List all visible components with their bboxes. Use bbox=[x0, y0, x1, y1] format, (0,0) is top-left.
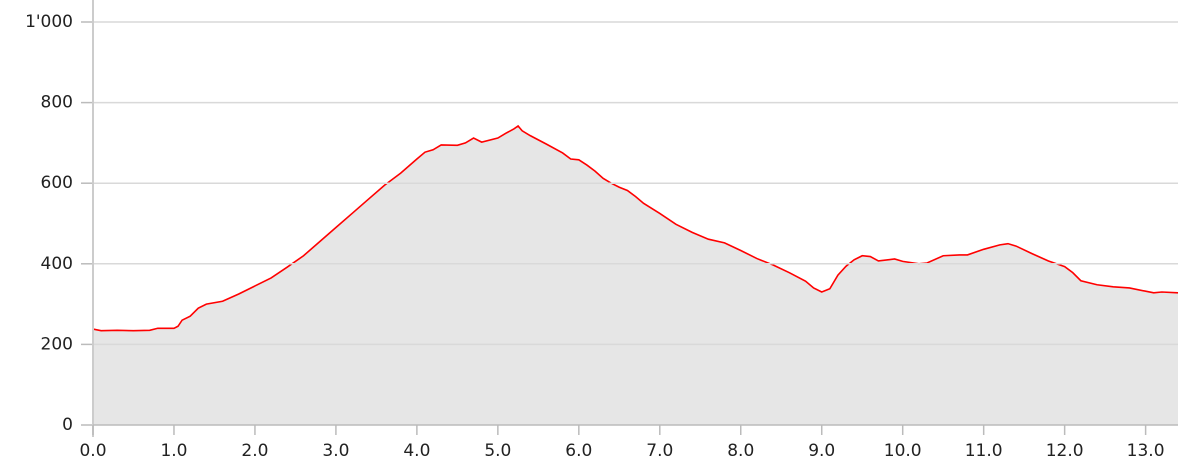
x-tick-label: 1.0 bbox=[160, 441, 187, 461]
x-tick-label: 4.0 bbox=[403, 441, 430, 461]
x-tick-label: 3.0 bbox=[322, 441, 349, 461]
x-tick-label: 13.0 bbox=[1127, 441, 1165, 461]
y-tick-label: 0 bbox=[62, 415, 73, 435]
x-tick-label: 8.0 bbox=[727, 441, 754, 461]
area-fill bbox=[93, 125, 1178, 425]
x-tick-label: 7.0 bbox=[646, 441, 673, 461]
x-tick-label: 2.0 bbox=[241, 441, 268, 461]
elevation-line bbox=[92, 124, 1179, 332]
x-tick-label: 0.0 bbox=[79, 441, 106, 461]
x-tick-label: 10.0 bbox=[884, 441, 922, 461]
x-tick-label: 6.0 bbox=[565, 441, 592, 461]
x-tick-label: 12.0 bbox=[1046, 441, 1084, 461]
y-tick-label: 800 bbox=[41, 93, 73, 113]
y-tick-label: 600 bbox=[41, 173, 73, 193]
x-tick-label: 9.0 bbox=[808, 441, 835, 461]
x-tick-label: 11.0 bbox=[965, 441, 1003, 461]
y-tick-label: 200 bbox=[41, 334, 73, 354]
x-tick-label: 5.0 bbox=[484, 441, 511, 461]
y-tick-label: 1'000 bbox=[25, 12, 73, 32]
y-tick-label: 400 bbox=[41, 254, 73, 274]
